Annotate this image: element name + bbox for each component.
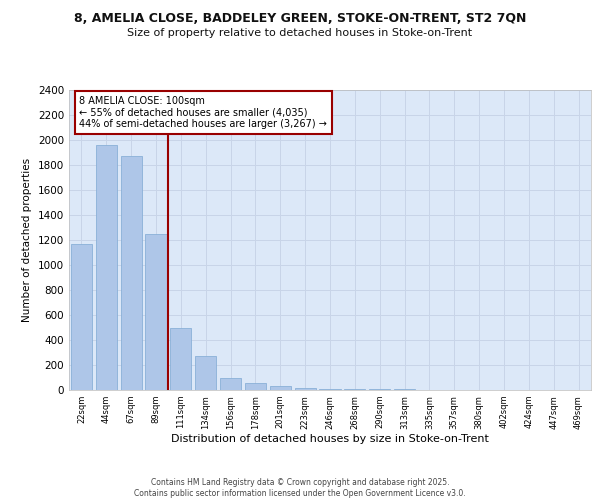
X-axis label: Distribution of detached houses by size in Stoke-on-Trent: Distribution of detached houses by size …: [171, 434, 489, 444]
Bar: [220, 378, 241, 390]
Bar: [369, 389, 390, 390]
Bar: [121, 156, 142, 390]
Text: Size of property relative to detached houses in Stoke-on-Trent: Size of property relative to detached ho…: [127, 28, 473, 38]
Bar: [195, 356, 216, 390]
Bar: [270, 386, 291, 390]
Text: 8 AMELIA CLOSE: 100sqm
← 55% of detached houses are smaller (4,035)
44% of semi-: 8 AMELIA CLOSE: 100sqm ← 55% of detached…: [79, 96, 328, 129]
Bar: [170, 328, 191, 390]
Bar: [245, 383, 266, 390]
Text: 8, AMELIA CLOSE, BADDELEY GREEN, STOKE-ON-TRENT, ST2 7QN: 8, AMELIA CLOSE, BADDELEY GREEN, STOKE-O…: [74, 12, 526, 26]
Bar: [145, 234, 167, 390]
Y-axis label: Number of detached properties: Number of detached properties: [22, 158, 32, 322]
Text: Contains HM Land Registry data © Crown copyright and database right 2025.
Contai: Contains HM Land Registry data © Crown c…: [134, 478, 466, 498]
Bar: [96, 145, 117, 390]
Bar: [319, 388, 341, 390]
Bar: [344, 389, 365, 390]
Bar: [295, 388, 316, 390]
Bar: [71, 244, 92, 390]
